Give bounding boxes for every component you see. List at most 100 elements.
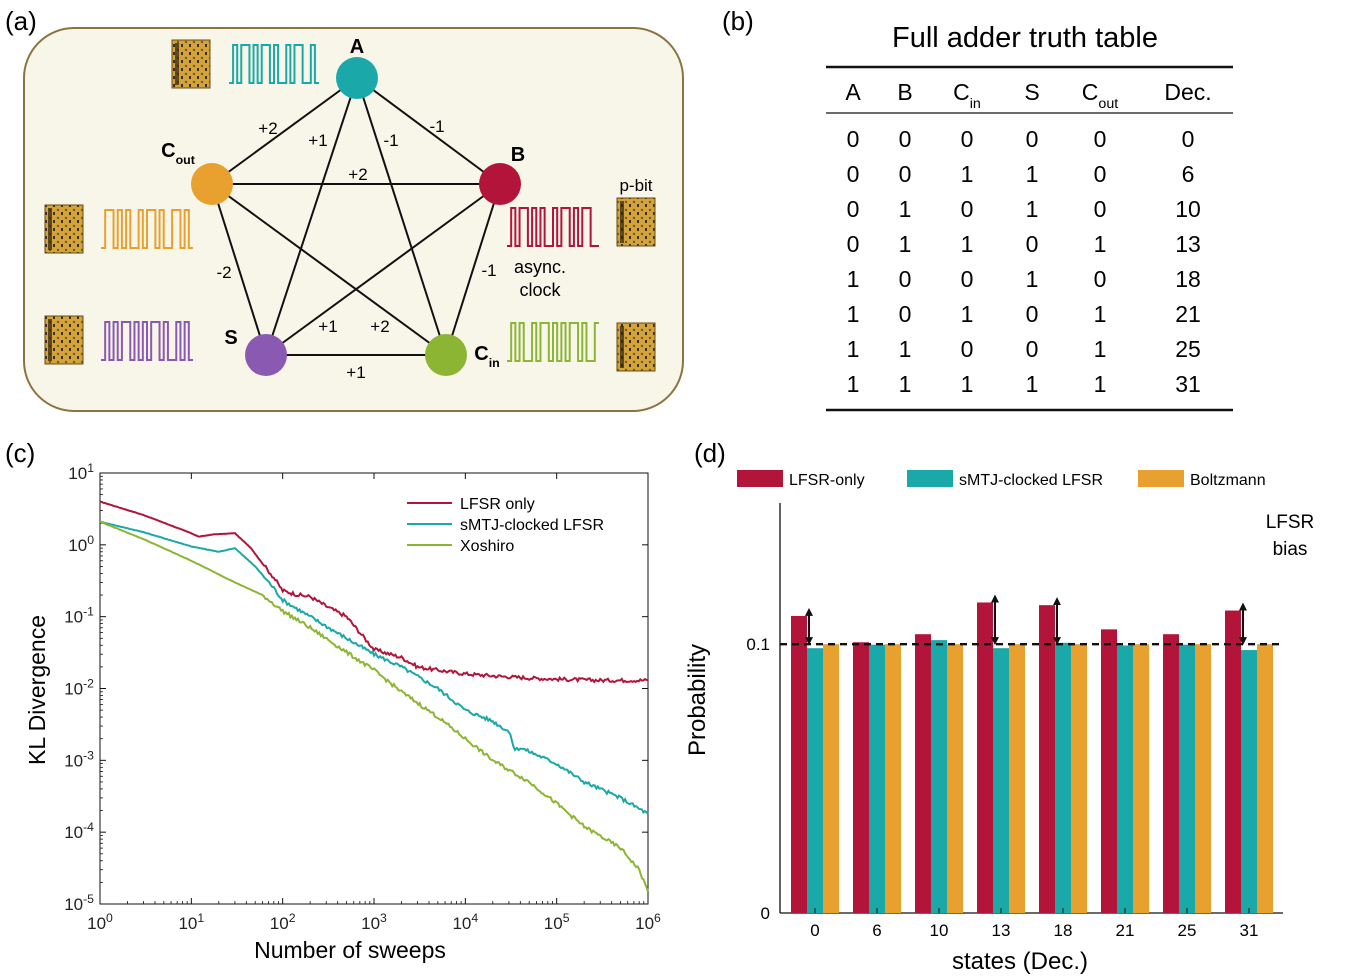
- table-cell: 0: [1094, 266, 1107, 292]
- table-cell: 1: [961, 371, 974, 397]
- chart-d-xlabel: states (Dec.): [952, 948, 1088, 975]
- bar-Boltzmann-13: [1009, 644, 1025, 913]
- table-cell: 1: [899, 196, 912, 222]
- edge-weight-Cout-S: -2: [216, 263, 231, 282]
- node-Cout: [191, 163, 233, 205]
- edge-A-Cin: [356, 77, 447, 356]
- chart-d-ylabel: Probability: [684, 644, 711, 756]
- panel-label-b: (b): [722, 6, 754, 36]
- d-xtick-label: 13: [992, 921, 1011, 940]
- bar-LFSR-only-13: [977, 602, 993, 913]
- d-xtick-label: 31: [1240, 921, 1259, 940]
- chart-d-legend: LFSR-only sMTJ-clocked LFSR Boltzmann: [737, 470, 1266, 489]
- table-cell: 0: [1094, 196, 1107, 222]
- chart-d-bars: 0 6 10 13 18 21 25 31: [791, 602, 1273, 940]
- wave-A: [229, 44, 319, 84]
- c-ytick-label: 10-5: [64, 892, 94, 914]
- network-background: [23, 27, 684, 412]
- chip-S: [44, 315, 84, 365]
- wave-Cin: [507, 322, 599, 362]
- edge-weight-A-B: -1: [429, 117, 444, 136]
- table-cell: 0: [847, 126, 860, 152]
- bar-Boltzmann-0: [823, 644, 839, 913]
- c-xtick-label: 106: [635, 911, 661, 933]
- series-line-1: [99, 520, 649, 815]
- bias-annotation-2: bias: [1273, 539, 1308, 560]
- bar-sMTJ-clocked-LFSR-25: [1179, 644, 1195, 913]
- table-cell: 1: [1094, 301, 1107, 327]
- table-cell: 1: [1094, 336, 1107, 362]
- node-label-A: A: [350, 36, 364, 58]
- edge-A-S: [265, 77, 358, 356]
- node-label-S: S: [224, 327, 237, 349]
- edge-weight-S-Cin: +1: [346, 363, 365, 382]
- edge-weight-Cout-Cin: +2: [370, 317, 389, 336]
- table-cell: 0: [899, 266, 912, 292]
- c-legend-label: sMTJ-clocked LFSR: [460, 517, 604, 534]
- table-cell: 0: [1026, 336, 1039, 362]
- d-legend-label: Boltzmann: [1190, 472, 1266, 489]
- table-cell: 1: [899, 371, 912, 397]
- chart-c-plot-area: [99, 472, 649, 905]
- c-xtick-label: 104: [452, 911, 478, 933]
- table-header-2: Cin: [953, 79, 981, 112]
- probability-chart: LFSR-only sMTJ-clocked LFSR Boltzmann 0 0.1…: [684, 470, 1314, 975]
- edge-B-Cin: [445, 183, 501, 356]
- c-xtick-label: 105: [544, 911, 570, 933]
- wave-S: [101, 321, 193, 361]
- bar-LFSR-only-18: [1039, 605, 1055, 913]
- d-xtick-label: 6: [872, 921, 881, 940]
- table-cell: 0: [961, 126, 974, 152]
- edge-Cout-S: [211, 183, 267, 356]
- table-cell: 0: [847, 231, 860, 257]
- d-xtick-label: 10: [930, 921, 949, 940]
- bar-Boltzmann-6: [885, 644, 901, 913]
- d-legend-label: LFSR-only: [789, 472, 865, 489]
- bar-Boltzmann-25: [1195, 644, 1211, 913]
- table-cell: 1: [847, 301, 860, 327]
- pbit-chips: [44, 39, 656, 372]
- c-ytick-label: 10-2: [64, 677, 94, 699]
- table-cell: 1: [1026, 161, 1039, 187]
- node-label-B: B: [511, 144, 525, 166]
- chip-B: [616, 197, 656, 247]
- table-header-3: S: [1024, 79, 1039, 105]
- network-edges: +2 +1 -1 -1 +2 -2 -1 +1 +2 +1: [211, 77, 501, 382]
- bar-Boltzmann-18: [1071, 644, 1087, 913]
- table-cell: 0: [847, 161, 860, 187]
- table-cell: 1: [1026, 371, 1039, 397]
- table-cell: 1: [1026, 196, 1039, 222]
- table-cell: 0: [1026, 126, 1039, 152]
- table-cell: 0: [1182, 126, 1195, 152]
- panel-label-d: (d): [694, 438, 726, 468]
- table-header-1: B: [897, 79, 912, 105]
- chart-c-ticks: 100 101 102 103 104 105 106 10-5 10-4 10-3 10-2 10-…: [64, 461, 661, 933]
- node-A: [336, 57, 378, 99]
- bar-sMTJ-clocked-LFSR-0: [807, 648, 823, 913]
- pbit-label: p-bit: [619, 176, 652, 195]
- c-ytick-label: 10-1: [64, 605, 94, 627]
- chip-pins: [620, 201, 624, 243]
- bar-LFSR-only-21: [1101, 629, 1117, 913]
- table-cell: 1: [1026, 266, 1039, 292]
- table-cell: 1: [899, 231, 912, 257]
- chip-pins: [48, 319, 52, 361]
- table-cell: 0: [899, 301, 912, 327]
- table-cell: 0: [1026, 231, 1039, 257]
- table-cell: 1: [847, 336, 860, 362]
- table-cell: 0: [899, 161, 912, 187]
- table-cell: 1: [961, 161, 974, 187]
- d-xtick-label: 0: [810, 921, 819, 940]
- d-ytick-label: 0.1: [746, 635, 770, 654]
- bar-LFSR-only-31: [1225, 610, 1241, 913]
- table-cell: 18: [1175, 266, 1201, 292]
- table-cell: 1: [899, 336, 912, 362]
- table-cell: 1: [961, 301, 974, 327]
- async-clock-label-2: clock: [519, 280, 561, 300]
- bar-LFSR-only-10: [915, 634, 931, 913]
- table-cell: 0: [1094, 161, 1107, 187]
- node-label-Cin: Cin: [474, 343, 499, 370]
- bar-LFSR-only-6: [853, 642, 869, 913]
- edge-A-B: [356, 77, 501, 185]
